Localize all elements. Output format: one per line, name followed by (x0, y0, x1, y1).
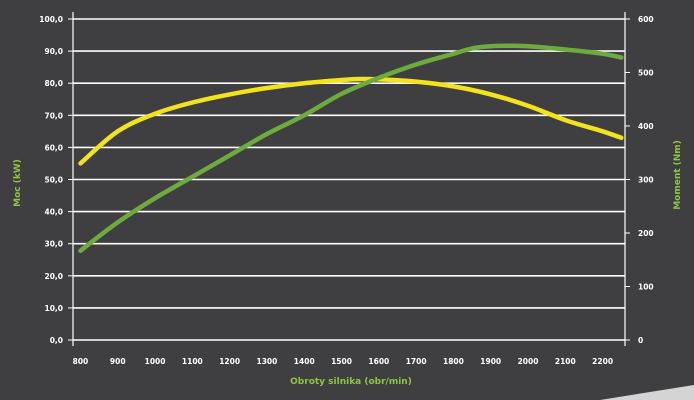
x-tick-label: 1400 (294, 357, 315, 366)
y-tick-label-left: 40,0 (44, 208, 63, 217)
x-tick-label: 2100 (555, 357, 576, 366)
y-tick-label-left: 60,0 (44, 143, 63, 152)
y-tick-label-right: 100 (638, 283, 654, 292)
y-tick-label-left: 0,0 (50, 336, 63, 345)
series-layer (78, 43, 624, 253)
y-tick-label-right: 0 (638, 336, 643, 345)
grid-layer (73, 18, 625, 341)
x-tick-label: 1500 (331, 357, 352, 366)
x-tick-label: 1000 (145, 357, 166, 366)
y-tick-label-right: 500 (638, 69, 654, 78)
series-line-power (78, 76, 624, 166)
x-tick-label: 1100 (182, 357, 203, 366)
y-tick-label-left: 10,0 (44, 304, 63, 313)
y-tick-label-left: 50,0 (44, 176, 63, 185)
x-tick-label: 2000 (518, 357, 539, 366)
series-line-torque (78, 43, 624, 253)
y-axis-title-left: Moc (kW) (13, 159, 23, 207)
x-tick-label: 1300 (257, 357, 278, 366)
y-tick-label-right: 200 (638, 229, 654, 238)
x-tick-label: 1800 (443, 357, 464, 366)
y-tick-label-left: 100,0 (39, 15, 63, 24)
y-tick-label-left: 20,0 (44, 272, 63, 281)
x-tick-label: 1600 (368, 357, 389, 366)
y-tick-label-right: 600 (638, 15, 654, 24)
y-tick-label-left: 30,0 (44, 240, 63, 249)
axis-layer (68, 12, 630, 346)
x-axis-title: Obroty silnika (obr/min) (290, 377, 412, 387)
x-tick-label: 1200 (219, 357, 240, 366)
y-axis-title-right: Moment (Nm) (673, 140, 683, 210)
x-tick-label: 900 (110, 357, 126, 366)
x-tick-label: 1900 (480, 357, 501, 366)
x-tick-label: 1700 (406, 357, 427, 366)
page-corner-decoration (600, 385, 694, 400)
y-tick-label-left: 80,0 (44, 79, 63, 88)
y-tick-label-right: 300 (638, 176, 654, 185)
label-layer: 0,0 10,0 20,0 30,0 40,0 50,0 60,0 70,0 80,0 90,0 1… (39, 15, 653, 366)
y-tick-label-right: 400 (638, 122, 654, 131)
y-tick-label-left: 90,0 (44, 47, 63, 56)
x-tick-label: 800 (73, 357, 89, 366)
y-tick-label-left: 70,0 (44, 111, 63, 120)
x-tick-label: 2200 (592, 357, 613, 366)
